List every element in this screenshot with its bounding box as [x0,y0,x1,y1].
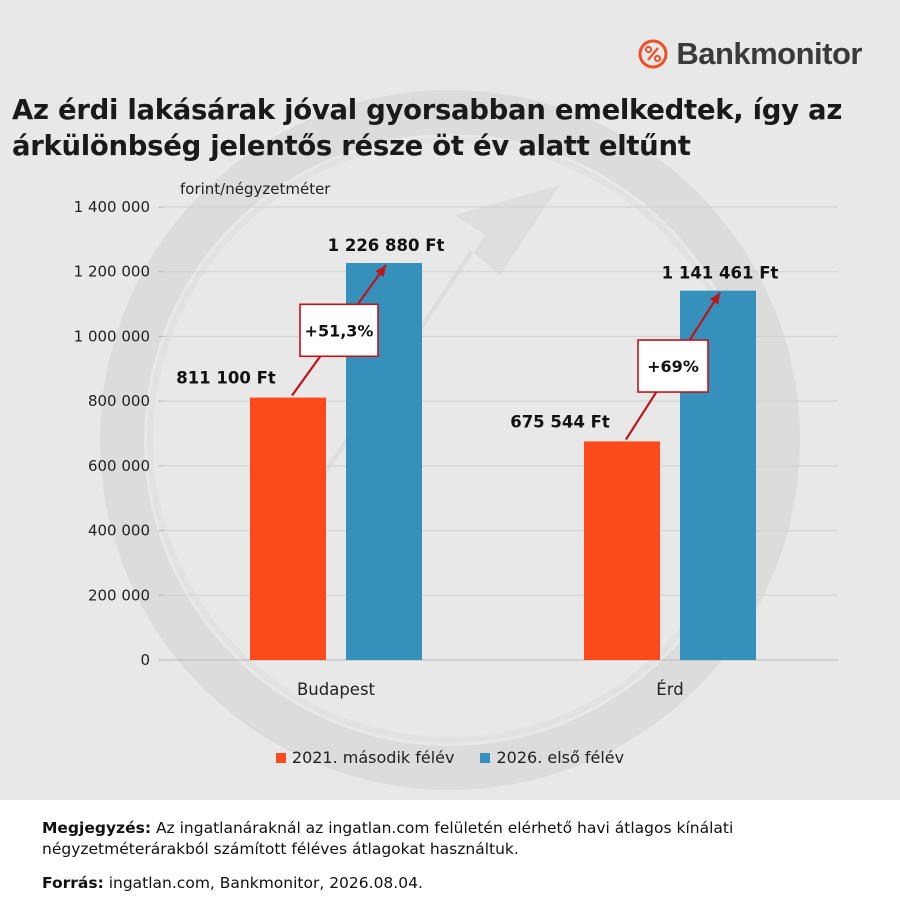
growth-annotation-label: +51,3% [305,321,374,340]
chart-title: Az érdi lakásárak jóval gyorsabban emelk… [12,94,843,162]
growth-arrowhead [375,265,386,277]
data-label-series-1: 675 544 Ft [510,412,610,431]
note-text: Az ingatlanáraknál az ingatlan.com felül… [42,819,734,858]
data-label-series-1: 811 100 Ft [176,369,276,388]
y-tick-label: 1 000 000 [74,327,150,345]
y-tick-label: 0 [140,651,150,669]
footer: Megjegyzés: Az ingatlanáraknál az ingatl… [0,800,900,900]
x-tick-label: Érd [656,680,683,699]
bar-series-1 [584,441,660,660]
chart-legend: 2021. második félév 2026. első félév [0,748,900,767]
bar-series-1 [250,397,326,660]
legend-item-series-1: 2021. második félév [275,748,455,767]
legend-swatch-series-1 [275,752,286,763]
y-tick-label: 1 200 000 [74,263,150,281]
footer-source: Forrás: ingatlan.com, Bankmonitor, 2026.… [42,874,423,892]
source-text: ingatlan.com, Bankmonitor, 2026.08.04. [103,874,423,892]
footer-note: Megjegyzés: Az ingatlanáraknál az ingatl… [42,818,842,860]
y-tick-label: 600 000 [88,457,150,475]
legend-label-series-2: 2026. első félév [496,748,625,767]
growth-annotation-box [637,339,709,393]
source-label: Forrás: [42,874,104,892]
growth-arrowhead [709,292,720,305]
y-tick-label: 400 000 [88,522,150,540]
growth-annotation-label: +69% [647,357,699,376]
note-label: Megjegyzés: [42,819,152,837]
x-tick-label: Budapest [297,680,376,699]
brand-logo: Bankmonitor [638,36,862,72]
data-label-series-2: 1 141 461 Ft [662,264,779,283]
y-axis-title: forint/négyzetméter [180,180,331,198]
brand-name: Bankmonitor [676,36,862,71]
legend-item-series-2: 2026. első félév [480,748,624,767]
legend-swatch-series-2 [480,752,491,763]
legend-label-series-1: 2021. második félév [291,748,455,767]
growth-annotation-box [299,303,379,358]
percent-circle-icon [638,39,668,69]
y-tick-label: 200 000 [88,586,150,604]
bar-chart: forint/négyzetméter 0 200 000 400 000 600 00… [74,180,838,699]
y-tick-label: 1 400 000 [74,198,150,216]
data-label-series-2: 1 226 880 Ft [328,236,445,255]
y-tick-label: 800 000 [88,392,150,410]
